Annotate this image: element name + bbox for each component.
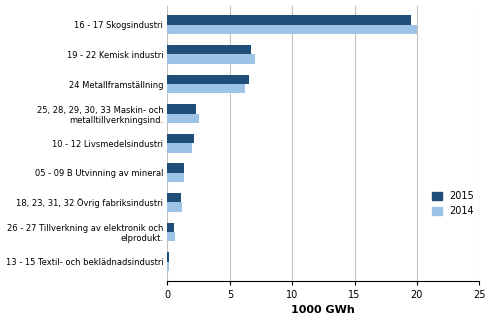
Bar [167,163,184,173]
Bar [167,252,169,262]
Bar [167,104,196,114]
Bar [167,232,175,241]
Bar [167,15,410,25]
Legend: 2015, 2014: 2015, 2014 [432,191,474,216]
Bar [167,143,192,153]
Bar [167,262,169,271]
Bar [167,134,193,143]
Bar [167,222,174,232]
Bar [167,45,251,54]
Bar [167,74,248,84]
Bar [167,114,199,123]
Bar [167,25,417,34]
Bar [167,54,255,64]
Bar [167,193,181,203]
Bar [167,203,182,212]
Bar [167,173,184,182]
X-axis label: 1000 GWh: 1000 GWh [292,306,355,316]
Bar [167,84,245,93]
